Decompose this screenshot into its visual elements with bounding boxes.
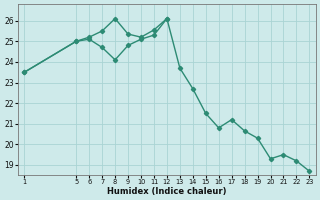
X-axis label: Humidex (Indice chaleur): Humidex (Indice chaleur) <box>107 187 227 196</box>
